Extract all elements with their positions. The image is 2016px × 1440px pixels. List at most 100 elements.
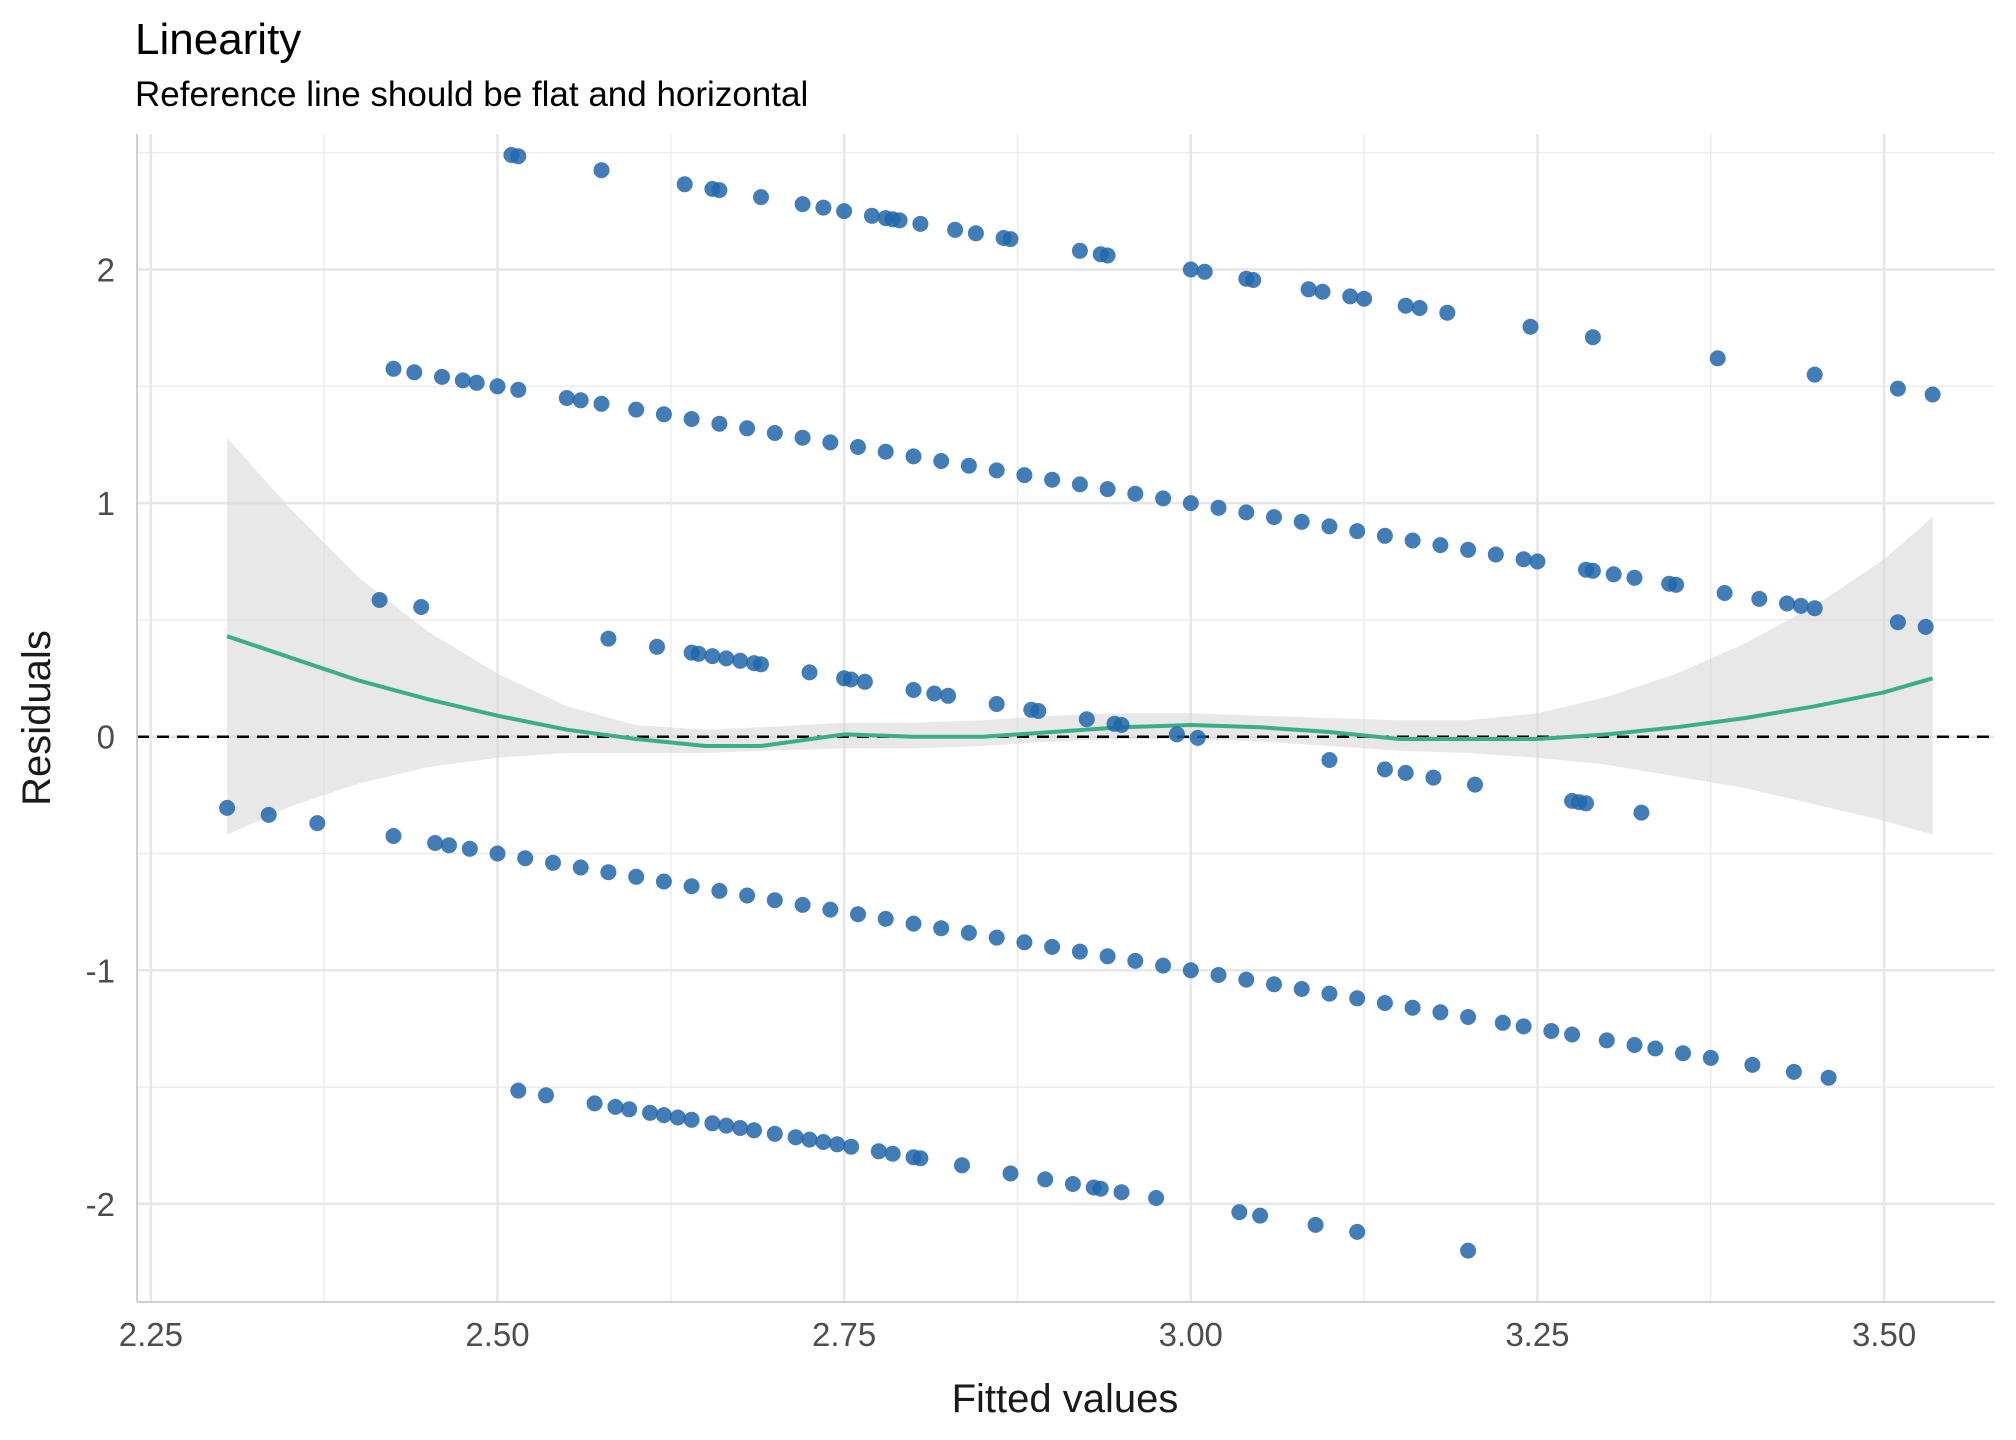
data-point [690,645,707,662]
data-point [1342,288,1359,305]
data-point [1071,476,1088,493]
data-point [1584,562,1601,579]
data-point [260,806,277,823]
data-point [1078,711,1095,728]
data-point [912,215,929,232]
x-tick-label: 2.75 [812,1316,876,1353]
data-point [1044,471,1061,488]
data-point [766,892,783,909]
data-point [1716,585,1733,601]
data-point [732,652,749,669]
data-point [676,176,693,193]
data-point [815,199,832,216]
data-point [489,378,506,395]
data-point [1231,1204,1248,1221]
data-point [1584,329,1601,346]
data-point [669,1109,686,1126]
data-point [1321,752,1338,768]
x-tick-label: 3.00 [1159,1316,1223,1353]
data-point [1820,1069,1837,1086]
data-point [642,1104,658,1121]
data-point [600,630,617,647]
data-point [572,392,589,409]
data-point [1037,1171,1054,1188]
x-tick-label: 3.25 [1505,1316,1569,1353]
data-point [960,924,977,941]
data-point [891,212,908,229]
data-point [655,406,672,423]
data-point [1016,467,1033,484]
data-point [1321,518,1338,535]
data-point [940,687,957,704]
data-point [1307,1216,1324,1233]
data-point [794,896,811,913]
data-point [1460,1009,1477,1025]
data-point [1002,1165,1019,1182]
data-point [1127,485,1144,502]
data-point [1744,1056,1761,1073]
data-point [753,656,769,673]
data-point [593,162,610,179]
data-point [1889,614,1906,631]
data-point [1168,726,1185,743]
data-point [856,673,873,690]
data-point [822,901,839,918]
data-point [1889,380,1906,397]
data-point [558,390,575,406]
data-point [877,443,894,460]
data-point [1404,532,1421,549]
data-point [746,1122,762,1139]
data-point [988,696,1005,712]
data-point [1460,541,1477,558]
data-point [1529,553,1546,570]
data-point [413,599,430,615]
data-point [628,401,645,418]
data-point [1494,1014,1511,1031]
data-point [545,854,561,871]
data-point [1092,1180,1109,1197]
data-point [655,1107,672,1124]
data-point [794,196,811,213]
smooth-fit-line [226,634,1934,748]
data-point [1515,551,1532,568]
data-point [628,868,645,885]
confidence-band [227,437,1933,835]
data-point [1127,952,1144,969]
data-point [1605,566,1622,583]
data-point [1522,318,1539,335]
residual-points [219,147,1941,1259]
data-point [1578,795,1594,812]
data-point [850,439,866,455]
data-point [933,920,950,937]
y-tick-label: -2 [86,1186,115,1223]
data-point [1238,504,1255,521]
data-point [850,906,866,923]
data-point [1515,1018,1532,1035]
data-point [683,411,700,427]
data-point [1397,297,1414,314]
data-point [1668,576,1685,593]
y-tick-label: -1 [86,952,115,989]
data-point [683,1111,700,1128]
data-point [1917,618,1934,635]
data-point [1266,509,1282,526]
data-point [1356,290,1373,307]
data-point [1792,597,1809,614]
data-point [1779,595,1795,612]
data-point [1425,769,1442,786]
data-point [1376,527,1393,544]
data-point [905,448,922,465]
data-point [815,1134,832,1150]
data-point [1113,1184,1130,1201]
data-point [766,1125,783,1142]
data-point [1064,1176,1081,1192]
axes [136,134,1995,1303]
data-point [219,799,236,816]
y-tick-label: 1 [97,485,115,522]
data-point [1252,1207,1269,1224]
data-point [1148,1190,1165,1206]
data-point [489,845,506,862]
data-point [766,425,783,441]
data-point [1460,1242,1477,1259]
confidence-band-area [227,437,1933,835]
